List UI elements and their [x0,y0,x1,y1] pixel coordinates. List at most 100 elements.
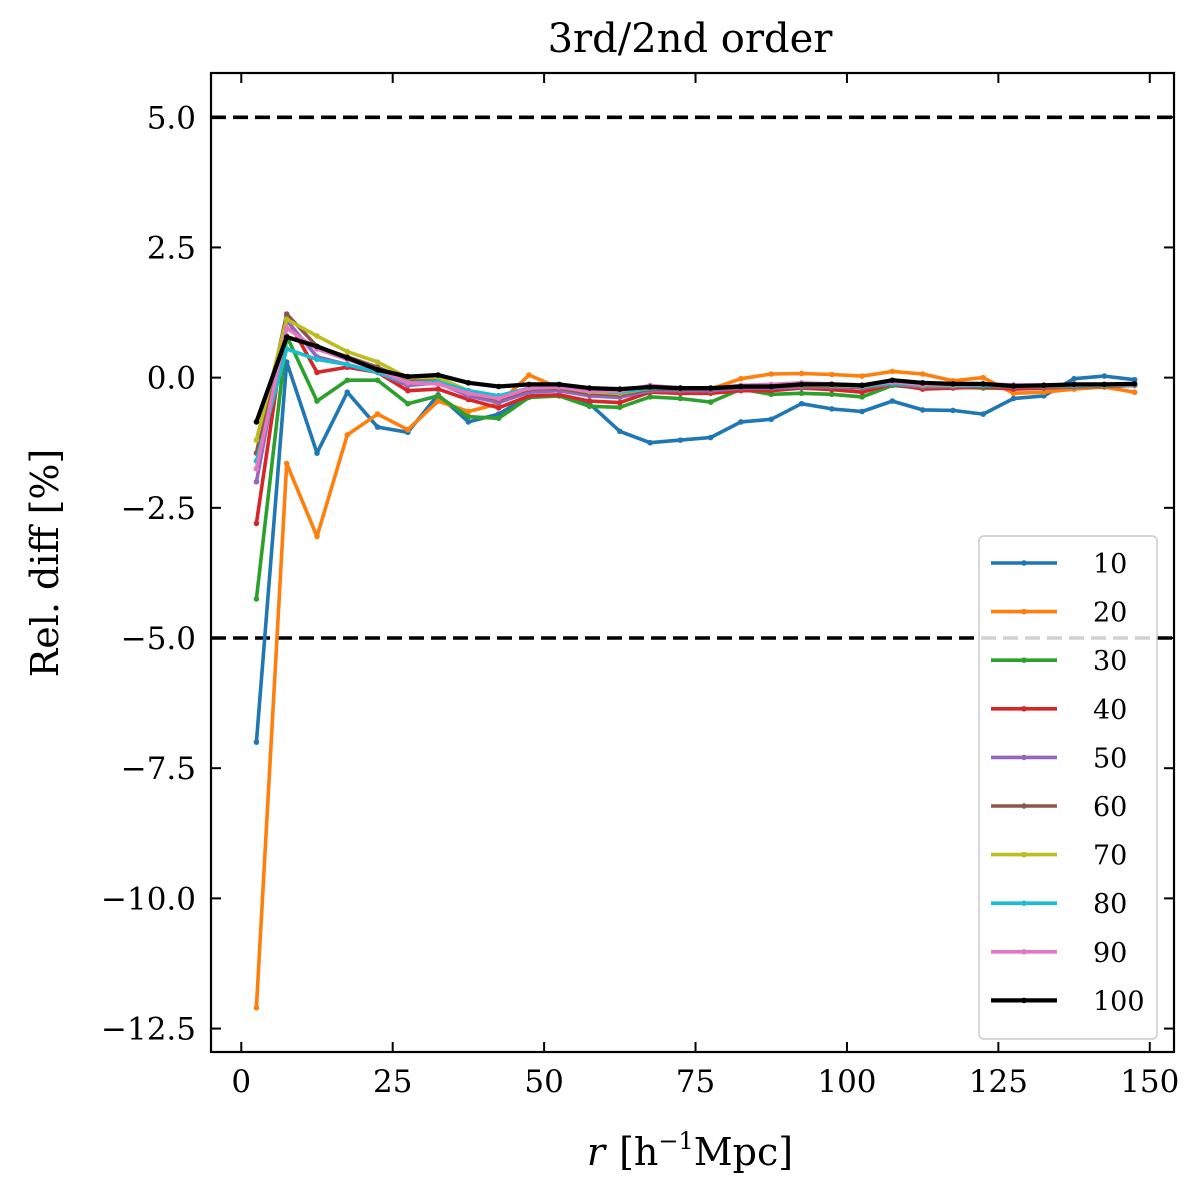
data-point-100 [556,381,563,388]
data-point-90 [465,390,472,397]
data-point-20 [889,368,896,375]
data-point-100 [1071,381,1077,388]
data-point-10 [889,398,896,404]
data-point-100 [435,372,441,378]
data-point-80 [283,346,290,352]
data-point-10 [768,416,775,423]
data-point-20 [283,460,290,467]
data-point-30 [829,391,835,398]
data-point-90 [253,465,260,472]
data-point-10 [647,439,653,446]
data-point-100 [526,381,532,388]
data-point-80 [344,361,351,368]
x-axis-label: r [h−1Mpc] [587,1127,793,1174]
data-point-80 [314,356,320,363]
x-tick-label: 0 [231,1064,251,1100]
data-point-20 [253,1004,260,1011]
data-point-100 [405,373,411,380]
data-point-100 [374,367,381,373]
data-point-10 [314,450,320,456]
data-point-10 [465,419,472,425]
data-point-70 [253,437,260,443]
data-point-70 [283,316,290,323]
legend-marker-30 [1021,657,1027,663]
y-tick-label: 2.5 [147,230,196,266]
data-point-10 [919,407,926,413]
data-point-20 [768,371,775,377]
chart-title: 3rd/2nd order [548,16,834,62]
data-point-30 [647,394,653,400]
y-tick-label: −7.5 [121,751,196,787]
data-point-100 [919,380,926,386]
data-point-90 [283,325,290,331]
x-tick-label: 125 [969,1064,1028,1100]
data-point-100 [253,419,260,425]
data-point-40 [405,387,411,394]
data-point-10 [829,406,835,412]
data-point-20 [374,411,381,417]
y-tick-label: −10.0 [101,881,196,917]
data-point-30 [586,403,593,410]
data-point-90 [435,381,441,387]
x-tick-label: 75 [676,1064,715,1100]
plot-frame [209,71,1176,1054]
data-point-100 [283,334,290,340]
series-line-10 [254,360,1135,743]
data-point-20 [859,373,865,379]
data-point-10 [950,407,956,414]
data-point-100 [647,384,653,390]
data-point-30 [253,596,260,602]
data-point-30 [677,395,684,402]
data-point-100 [1131,381,1138,387]
data-point-100 [829,381,835,388]
data-point-50 [253,478,260,485]
data-point-40 [435,386,441,392]
legend-label-60: 60 [1093,792,1127,823]
data-point-30 [495,415,502,422]
plot-area: 0 25 50 75 100 125 150 5.0 2.5 0.0 −2.5 −5.0 −7.5 −10… [101,71,1179,1100]
series-line-100 [254,334,1135,423]
data-point-100 [1101,381,1108,388]
data-point-30 [798,390,805,397]
data-point-30 [707,399,714,405]
data-point-10 [1101,373,1108,379]
data-point-40 [314,369,320,376]
data-point-40 [556,392,563,398]
data-point-100 [980,381,987,387]
legend-label-100: 100 [1093,986,1145,1017]
data-point-70 [314,333,320,339]
data-point-20 [526,372,532,378]
data-point-30 [374,377,381,384]
data-point-100 [495,383,502,390]
legend-label-80: 80 [1093,889,1127,920]
data-point-20 [314,533,320,540]
data-point-100 [677,385,684,391]
data-point-70 [344,348,351,355]
x-axis-label-unit-end: Mpc] [694,1130,793,1174]
data-point-30 [405,400,411,407]
data-point-30 [859,394,865,400]
data-point-100 [889,377,896,384]
data-point-70 [374,359,381,365]
data-point-100 [707,385,714,391]
legend-label-40: 40 [1093,695,1127,726]
data-point-20 [1040,389,1047,396]
data-point-100 [617,386,623,392]
y-tick-label: 0.0 [147,361,196,397]
data-point-20 [465,408,472,415]
data-point-20 [1131,389,1138,396]
data-point-10 [677,437,684,443]
data-point-40 [617,399,623,406]
data-point-100 [1010,383,1017,389]
data-point-10 [344,389,351,396]
data-point-10 [1131,376,1138,383]
legend-marker-70 [1021,851,1027,858]
y-tick-label: 5.0 [147,100,196,136]
legend-marker-20 [1021,608,1027,615]
data-point-10 [798,400,805,407]
data-point-20 [919,371,926,377]
data-point-30 [314,398,320,404]
x-tick-label: 100 [817,1064,876,1100]
data-point-30 [435,393,441,399]
data-point-10 [1010,395,1017,402]
